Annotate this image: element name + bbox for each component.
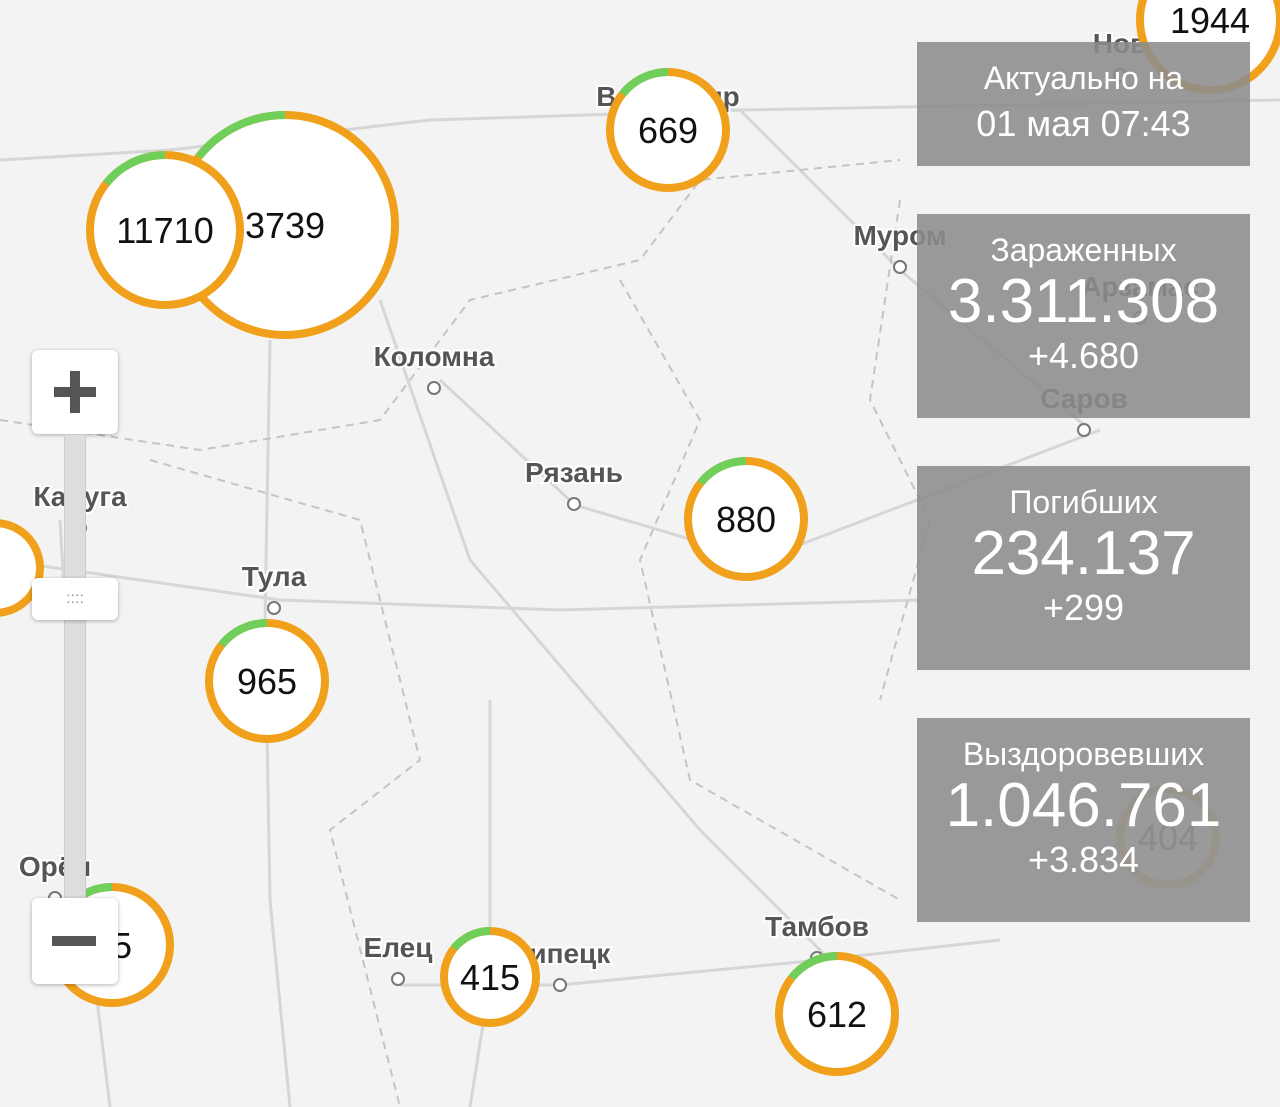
stat-delta: +299 xyxy=(1042,587,1125,628)
cluster: 880 xyxy=(684,457,808,581)
cluster-arc xyxy=(195,111,286,160)
cluster-count: 965 xyxy=(237,661,297,702)
stat-label: Зараженных xyxy=(990,232,1177,268)
city-dot xyxy=(391,972,405,986)
stat-panel: Зараженных 3.311.308 +4.680 xyxy=(917,214,1250,418)
stat-total: 1.046.761 xyxy=(945,771,1222,840)
cluster: 612 xyxy=(775,952,899,1076)
zoom-handle[interactable]: :::: xyxy=(32,578,118,620)
cluster-count: 3739 xyxy=(245,205,325,246)
city-dot xyxy=(267,601,281,615)
city-label: Коломна xyxy=(374,341,495,372)
stat-panel: Погибших 234.137 +299 xyxy=(917,466,1250,670)
zoom-out[interactable] xyxy=(32,898,118,984)
cluster: 3739 xyxy=(171,111,399,339)
updated-label: Актуально на xyxy=(983,60,1184,96)
cluster-arc xyxy=(103,151,166,186)
cluster: 965 xyxy=(205,619,329,743)
city-label: Тула xyxy=(242,561,307,592)
stat-total: 3.311.308 xyxy=(947,267,1220,336)
cluster: 11710 xyxy=(86,151,244,309)
stat-label: Выздоровевших xyxy=(962,736,1205,772)
cluster-count: 1944 xyxy=(1170,0,1250,41)
cluster: 415 xyxy=(440,927,540,1027)
zoom-in[interactable] xyxy=(32,350,118,434)
cluster-count: 880 xyxy=(716,499,776,540)
city-dot xyxy=(567,497,581,511)
cluster-count: 612 xyxy=(807,994,867,1035)
plus-icon xyxy=(54,371,96,413)
minus-icon xyxy=(52,936,96,946)
stat-delta: +3.834 xyxy=(1027,839,1140,880)
city-label: Елец xyxy=(364,932,433,963)
city-label: Рязань xyxy=(525,457,623,488)
cluster-arc xyxy=(218,619,268,648)
city-dot xyxy=(553,978,567,992)
stat-total: 234.137 xyxy=(971,519,1196,588)
city-label: Тамбов xyxy=(765,911,869,942)
stat-label: Погибших xyxy=(1009,484,1158,520)
cluster-count: 11710 xyxy=(116,210,213,251)
cluster-arc xyxy=(697,457,747,486)
zoom-slider[interactable] xyxy=(64,434,86,900)
city-dot xyxy=(1077,423,1091,437)
updated-panel: Актуально на 01 мая 07:43 xyxy=(917,42,1250,166)
updated-date: 01 мая 07:43 xyxy=(976,103,1191,144)
cluster-arc xyxy=(788,952,838,981)
borders xyxy=(0,159,932,1107)
cluster: 669 xyxy=(606,68,730,192)
cluster-ring xyxy=(0,519,44,617)
cluster-count: 415 xyxy=(460,957,520,998)
stat-panel: Выздоровевших 1.046.761 +3.834 xyxy=(917,718,1250,922)
city-dot xyxy=(427,381,441,395)
cluster-arc xyxy=(619,68,669,97)
stat-delta: +4.680 xyxy=(1027,335,1140,376)
city-dot xyxy=(893,260,907,274)
cluster-count: 669 xyxy=(638,110,698,151)
cluster-arc xyxy=(450,927,491,952)
